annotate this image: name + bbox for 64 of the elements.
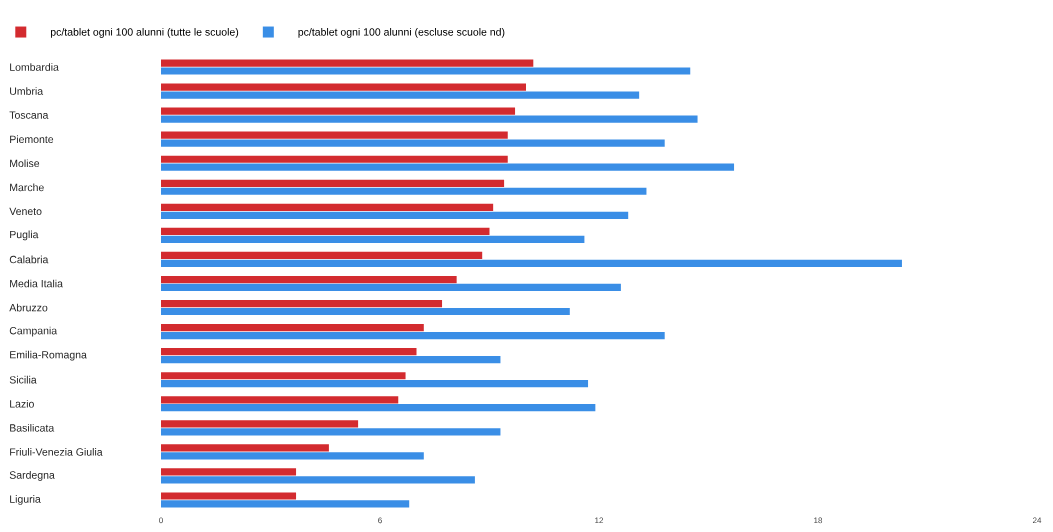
bar: [161, 307, 570, 316]
y-tick-label: Sardegna: [9, 471, 55, 481]
y-tick-label: Molise: [10, 159, 40, 168]
bar: [161, 324, 424, 332]
bar: [161, 179, 505, 187]
x-tick-label: 24: [1032, 517, 1042, 524]
bar: [161, 500, 410, 508]
bar: [161, 163, 735, 171]
bar: [161, 468, 297, 476]
bar: [161, 492, 297, 500]
y-tick-label: Abruzzo: [9, 303, 48, 312]
x-tick-label: 12: [595, 517, 604, 524]
y-tick-label: Basilicata: [10, 423, 55, 432]
y-tick-label: Toscana: [9, 111, 49, 119]
bar: [161, 259, 902, 268]
bar: [161, 203, 494, 211]
y-tick-label: Lombardia: [10, 63, 59, 71]
legend-label: pc/tablet ogni 100 alunni (tutte le scuole): [50, 27, 239, 38]
y-tick-label: Media Italia: [10, 279, 63, 288]
legend-label: pc/tablet ogni 100 alunni (escluse scuole nd): [298, 27, 505, 38]
bar: [161, 275, 457, 284]
bar: [161, 452, 424, 460]
y-tick-label: Piemonte: [10, 135, 54, 144]
y-tick-label: Emilia-Romagna: [10, 350, 87, 361]
bar: [161, 404, 596, 412]
bar: [161, 83, 526, 91]
y-tick-label: Calabria: [9, 255, 49, 264]
bar: [161, 235, 585, 243]
bar: [161, 283, 621, 292]
x-tick-label: 6: [378, 517, 382, 524]
bar: [161, 372, 406, 380]
bar: [161, 91, 640, 99]
x-tick-label: 18: [814, 517, 823, 524]
bar: [161, 476, 475, 484]
bar: [161, 396, 399, 404]
bar: [161, 420, 359, 428]
bar: [161, 299, 443, 308]
bar: [161, 211, 629, 219]
y-tick-label: Friuli-Venezia Giulia: [10, 448, 103, 456]
bar: [161, 380, 589, 388]
y-tick-label: Liguria: [10, 495, 41, 505]
bar: [161, 187, 647, 195]
y-tick-label: Puglia: [10, 230, 39, 241]
y-tick-label: Veneto: [9, 207, 42, 216]
bar: [161, 59, 534, 67]
bar: [161, 155, 508, 163]
bar: [161, 356, 501, 364]
bar: [161, 348, 417, 356]
bar: [161, 428, 501, 436]
y-tick-label: Sicilia: [9, 375, 37, 384]
y-tick-label: Marche: [10, 183, 44, 192]
y-tick-label: Umbria: [10, 87, 44, 95]
bar: [161, 107, 516, 115]
bar: [161, 67, 691, 75]
y-tick-label: Campania: [9, 326, 58, 337]
bar: [161, 131, 508, 139]
bar: [161, 251, 483, 260]
y-tick-label: Lazio: [10, 399, 34, 408]
bar: [161, 115, 698, 123]
x-tick-label: 0: [159, 517, 163, 524]
bar: [161, 227, 490, 236]
bar: [161, 139, 665, 147]
bar: [161, 331, 665, 340]
bar: [161, 444, 329, 452]
